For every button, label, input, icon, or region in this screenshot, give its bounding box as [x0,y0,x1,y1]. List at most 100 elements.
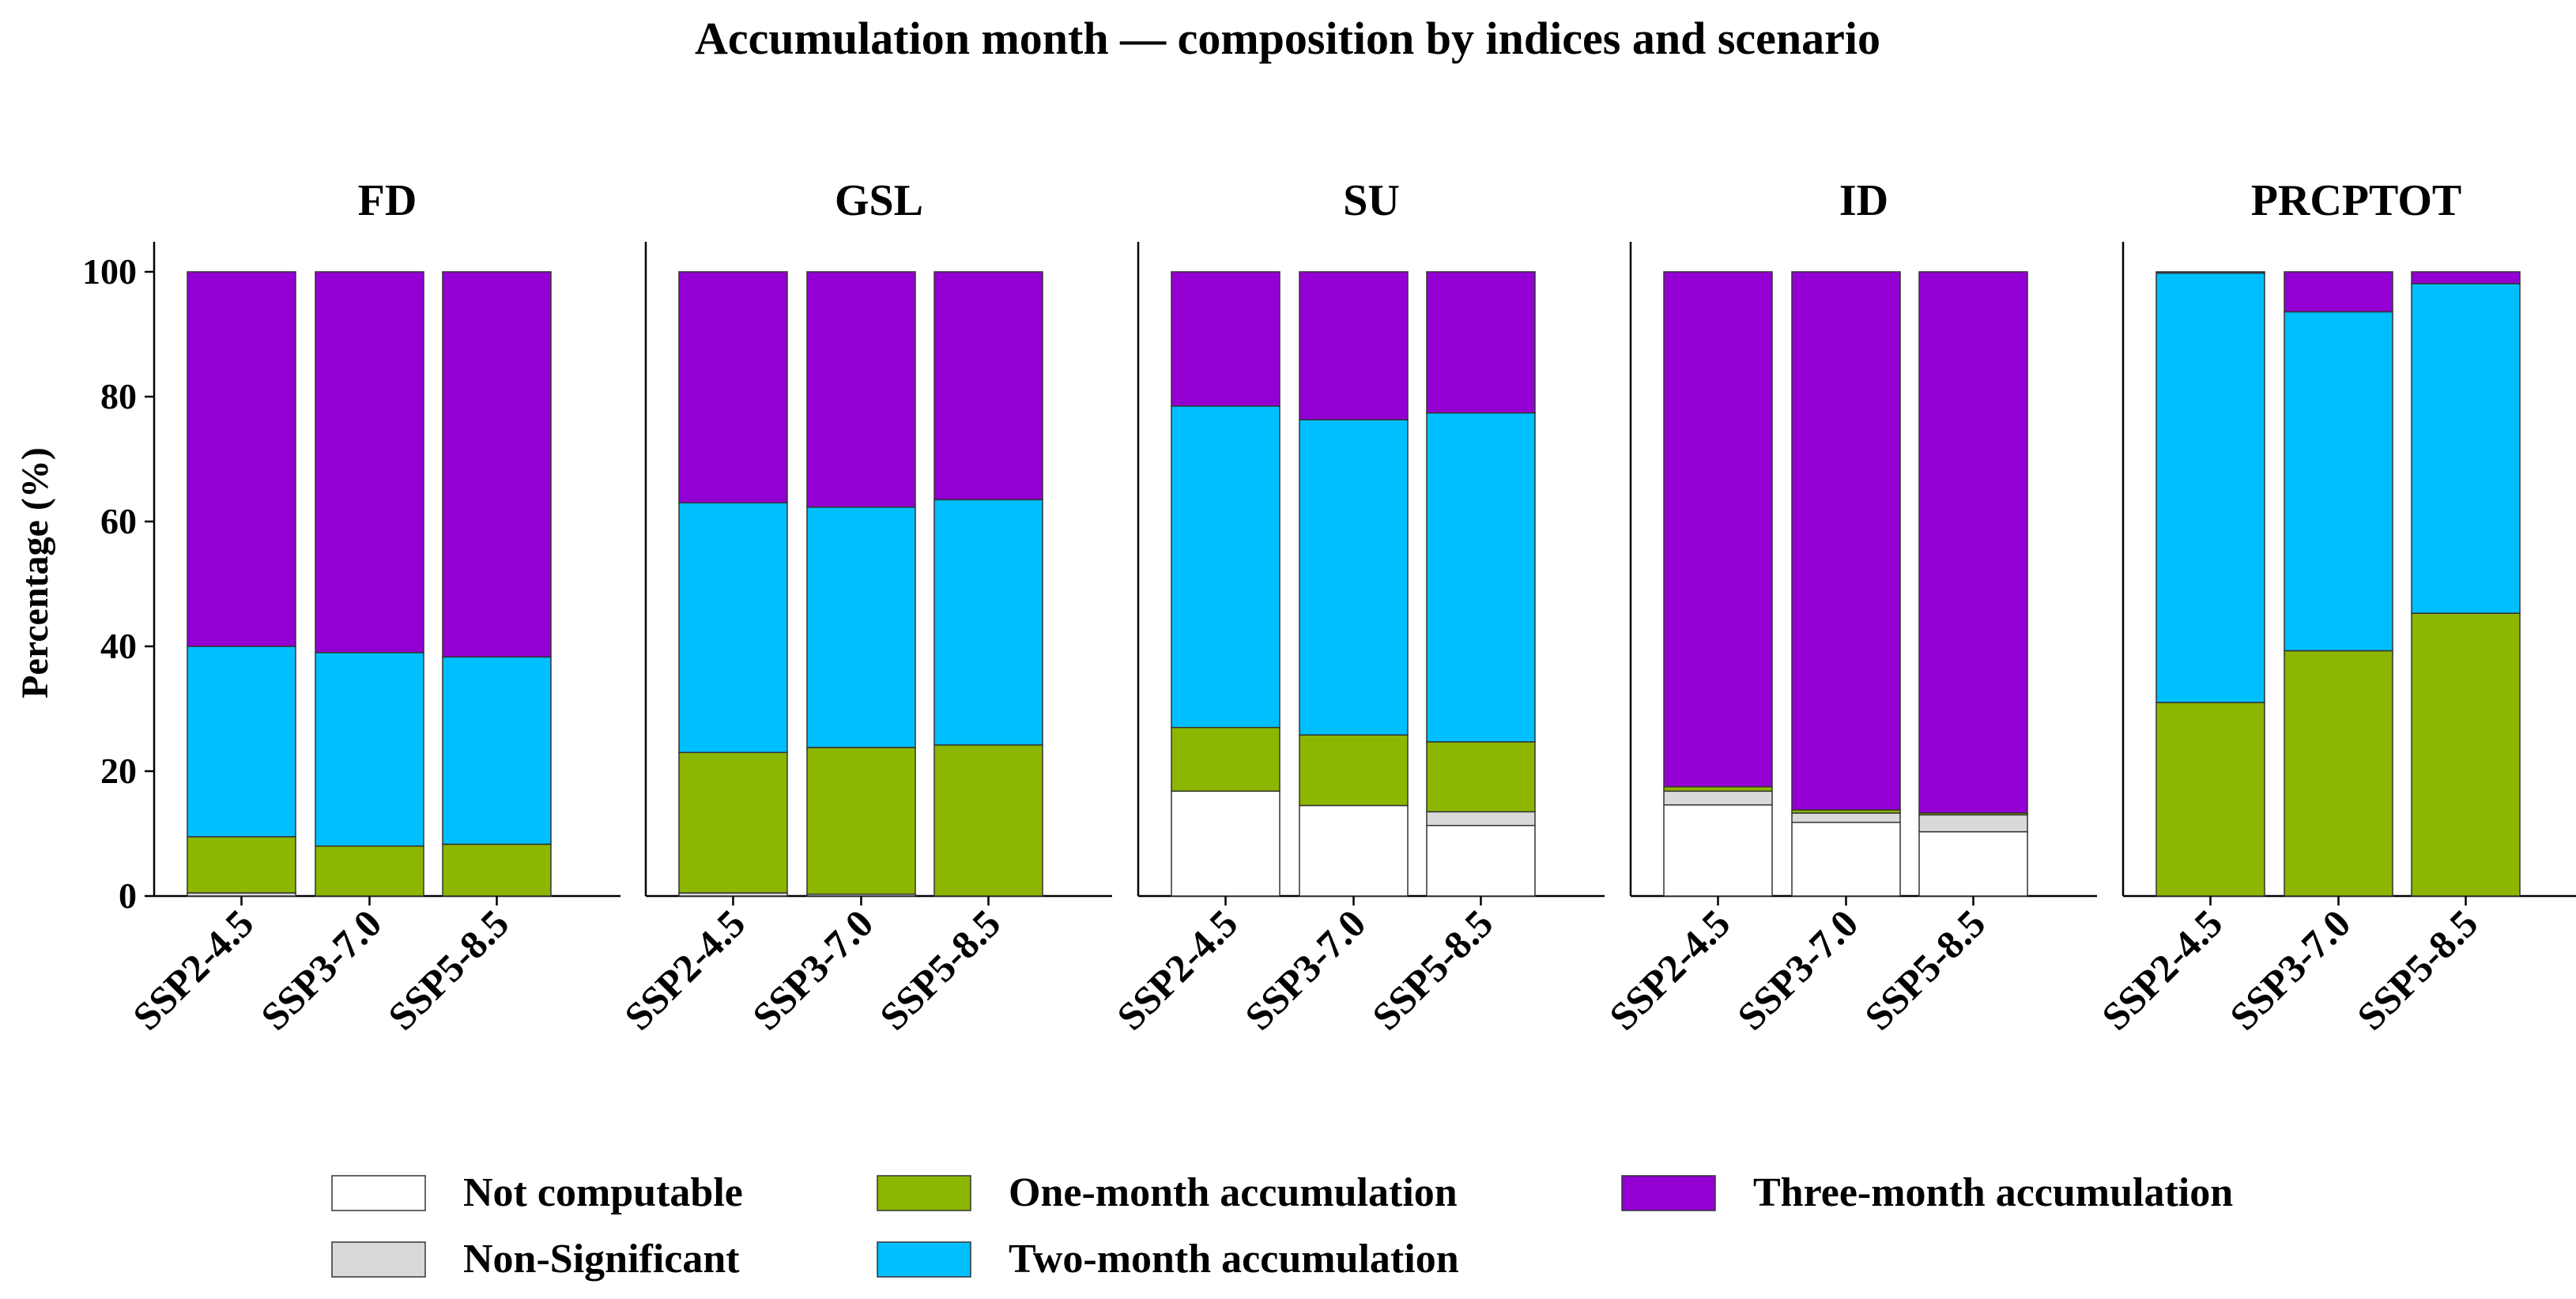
x-tick-label: SSP2-4.5 [1601,901,1738,1038]
panel-title: ID [1839,176,1888,225]
x-tick-label: SSP3-7.0 [2221,901,2359,1038]
bar-segment-two-month-accumulation [187,646,296,838]
bar-segment-not-computable [1426,824,1536,897]
x-tick-label: SSP2-4.5 [1108,901,1246,1038]
bar-segment-three-month-accumulation [2155,271,2265,274]
y-tick-label: 20 [100,751,137,791]
y-tick-label: 100 [82,251,137,292]
panels-group: FD020406080100SSP2-4.5SSP3-7.0SSP5-8.5GS… [82,176,2576,1038]
bar-segment-three-month-accumulation [442,271,552,658]
bar-segment-one-month-accumulation [1171,726,1280,793]
bar-segment-three-month-accumulation [1918,271,2028,814]
legend-label: Non-Significant [463,1237,740,1282]
bar-segment-three-month-accumulation [2411,271,2521,284]
bar-segment-one-month-accumulation [2155,702,2265,897]
legend-label: Not computable [463,1170,743,1215]
bar-segment-one-month-accumulation [933,744,1043,897]
x-tick-label: SSP3-7.0 [1729,901,1866,1038]
x-tick-label: SSP5-8.5 [2348,901,2486,1038]
bar-segment-two-month-accumulation [2411,283,2521,614]
panel-title: GSL [835,176,923,225]
bar-segment-non-significant [1918,814,2028,833]
bar-segment-three-month-accumulation [1426,271,1536,414]
legend-item: Three-month accumulation [1621,1170,2233,1215]
bar-segment-one-month-accumulation [442,843,552,897]
bar-segment-not-computable [1663,804,1773,897]
bar-segment-one-month-accumulation [315,845,424,897]
legend-swatch [877,1175,971,1211]
bar-segment-one-month-accumulation [2411,612,2521,897]
panel-title: FD [358,176,417,225]
y-tick-label: 0 [119,875,137,916]
chart-title: Accumulation month — composition by indi… [695,13,1880,64]
bar-segment-one-month-accumulation [806,747,916,895]
bar-segment-two-month-accumulation [2155,272,2265,703]
legend-swatch [1621,1175,1716,1211]
x-tick-label: SSP3-7.0 [1236,901,1374,1038]
bar-segment-non-significant [1791,812,1901,823]
bar-segment-one-month-accumulation [2284,650,2393,897]
legend-label: Three-month accumulation [1753,1170,2233,1215]
bar-segment-two-month-accumulation [1426,412,1536,743]
bar-segment-one-month-accumulation [1663,786,1773,793]
bar-segment-not-computable [1171,790,1280,897]
legend-label: One-month accumulation [1009,1170,1458,1215]
bar-segment-one-month-accumulation [1299,734,1409,807]
bar-segment-one-month-accumulation [1426,741,1536,813]
x-tick-label: SSP2-4.5 [616,901,753,1038]
bar-segment-three-month-accumulation [933,271,1043,501]
bar-segment-three-month-accumulation [806,271,916,508]
bar-segment-three-month-accumulation [1299,271,1409,420]
bar-segment-three-month-accumulation [1791,271,1901,811]
bar-segment-two-month-accumulation [1299,419,1409,736]
bar-segment-two-month-accumulation [1171,405,1280,729]
bar-segment-two-month-accumulation [678,502,788,754]
bar-segment-three-month-accumulation [1171,271,1280,407]
x-tick-label: SSP5-8.5 [1856,901,1993,1038]
bar-segment-three-month-accumulation [1663,271,1773,788]
bar-segment-non-significant [1426,811,1536,826]
bar-segment-one-month-accumulation [678,751,788,894]
y-tick-label: 40 [100,626,137,666]
bar-segment-two-month-accumulation [933,499,1043,746]
legend-label: Two-month accumulation [1009,1237,1459,1282]
y-tick-label: 60 [100,501,137,541]
legend-item: Not computable [331,1170,743,1215]
legend: Not computable Non-Significant One-month a… [331,1170,2233,1282]
y-axis-label: Percentage (%) [14,447,56,698]
x-tick-label: SSP5-8.5 [1363,901,1501,1038]
legend-swatch [331,1175,426,1211]
legend-swatch [877,1241,971,1278]
panel-title: SU [1343,176,1400,225]
panel-title: PRCPTOT [2251,176,2462,225]
bar-segment-two-month-accumulation [2284,311,2393,652]
x-tick-label: SSP5-8.5 [379,901,517,1038]
bar-segment-non-significant [1663,790,1773,806]
bar-segment-one-month-accumulation [187,836,296,894]
bar-segment-not-computable [1918,830,2028,897]
legend-swatch [331,1241,426,1278]
bar-segment-three-month-accumulation [315,271,424,653]
bar-segment-three-month-accumulation [2284,271,2393,313]
legend-item: One-month accumulation [877,1170,1458,1215]
x-tick-label: SSP2-4.5 [2093,901,2231,1038]
x-tick-label: SSP2-4.5 [124,901,262,1038]
bar-segment-three-month-accumulation [678,271,788,504]
bar-segment-not-computable [1791,822,1901,897]
legend-item: Two-month accumulation [877,1237,1459,1282]
bar-segment-two-month-accumulation [442,656,552,845]
bar-segment-two-month-accumulation [806,506,916,748]
legend-item: Non-Significant [331,1237,740,1282]
x-tick-label: SSP5-8.5 [871,901,1009,1038]
bar-segment-three-month-accumulation [187,271,296,647]
y-tick-label: 80 [100,376,137,416]
bar-segment-two-month-accumulation [315,652,424,847]
x-tick-label: SSP3-7.0 [252,901,390,1038]
bar-segment-not-computable [1299,804,1409,897]
